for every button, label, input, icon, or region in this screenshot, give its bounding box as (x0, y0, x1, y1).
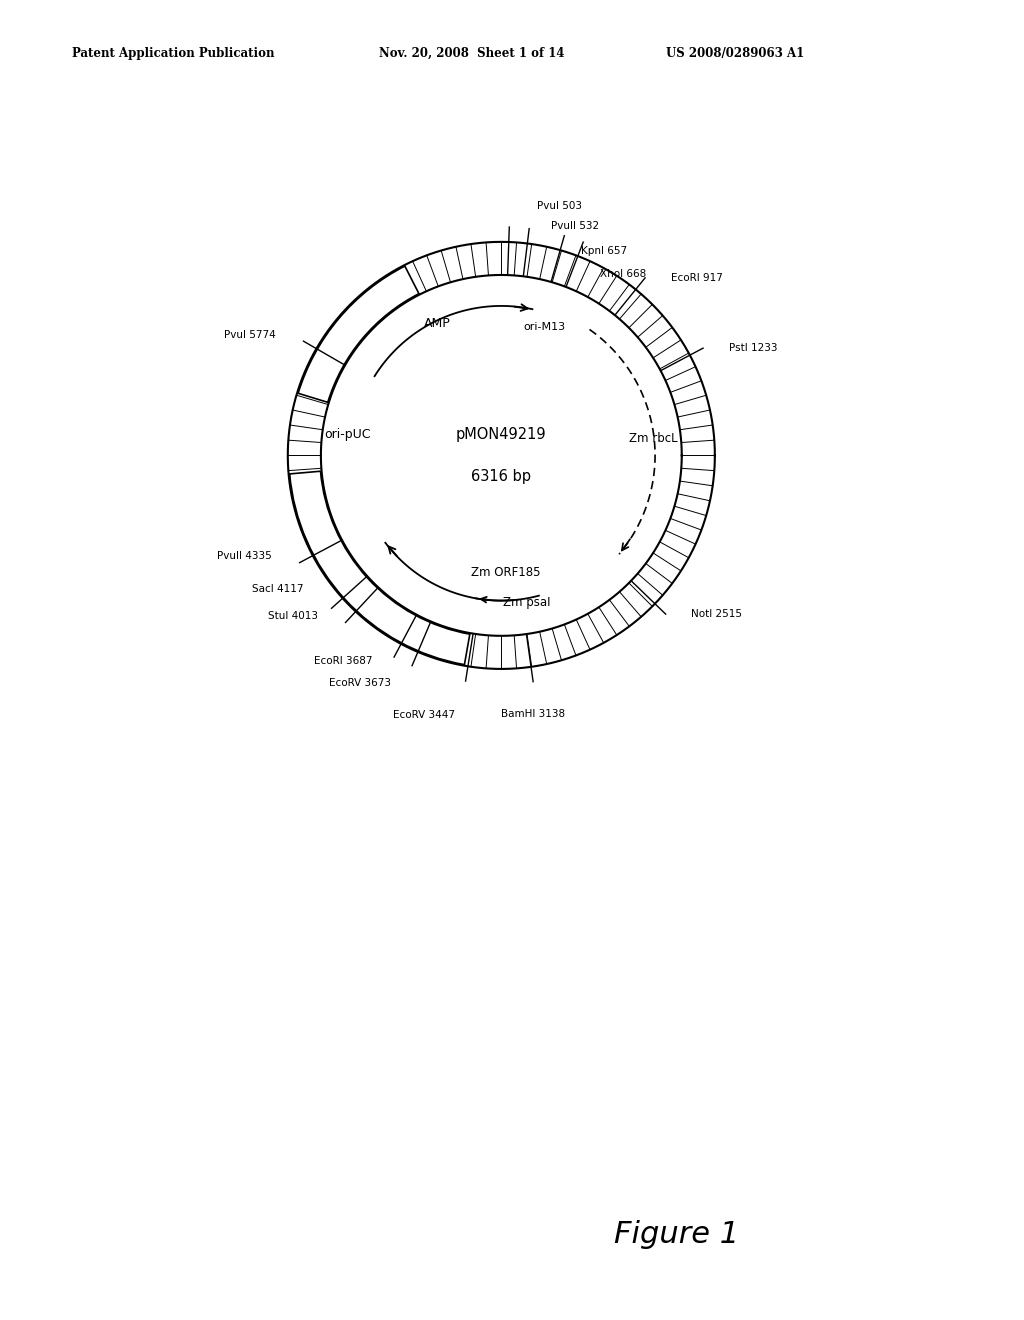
Text: US 2008/0289063 A1: US 2008/0289063 A1 (666, 46, 804, 59)
Text: PvuII 4335: PvuII 4335 (217, 552, 271, 561)
Text: Figure 1: Figure 1 (614, 1220, 739, 1249)
Text: KpnI 657: KpnI 657 (582, 246, 628, 256)
Text: PstI 1233: PstI 1233 (729, 343, 777, 354)
Text: XhoI 668: XhoI 668 (600, 269, 646, 279)
Text: Zm rbcL: Zm rbcL (630, 432, 678, 445)
Text: EcoRI 917: EcoRI 917 (671, 273, 723, 282)
Text: PvuI 5774: PvuI 5774 (224, 330, 275, 339)
Text: ori-M13: ori-M13 (523, 322, 565, 333)
Text: PvuII 532: PvuII 532 (551, 222, 599, 231)
Text: BamHI 3138: BamHI 3138 (501, 709, 565, 718)
Wedge shape (298, 267, 419, 403)
Text: pMON49219: pMON49219 (456, 426, 547, 442)
Text: AMP: AMP (424, 317, 451, 330)
Text: EcoRV 3447: EcoRV 3447 (393, 710, 455, 721)
Wedge shape (290, 471, 470, 665)
Text: Zm psaI: Zm psaI (503, 597, 551, 610)
Text: Patent Application Publication: Patent Application Publication (72, 46, 274, 59)
Text: PvuI 503: PvuI 503 (537, 201, 582, 211)
Text: EcoRI 3687: EcoRI 3687 (314, 656, 373, 667)
Text: StuI 4013: StuI 4013 (267, 611, 317, 622)
Text: NotI 2515: NotI 2515 (691, 609, 742, 619)
Text: 6316 bp: 6316 bp (471, 469, 531, 484)
Text: ori-pUC: ori-pUC (325, 428, 371, 441)
Text: Nov. 20, 2008  Sheet 1 of 14: Nov. 20, 2008 Sheet 1 of 14 (379, 46, 564, 59)
Text: SacI 4117: SacI 4117 (252, 583, 304, 594)
Text: Zm ORF185: Zm ORF185 (471, 566, 541, 579)
Text: EcoRV 3673: EcoRV 3673 (329, 677, 391, 688)
